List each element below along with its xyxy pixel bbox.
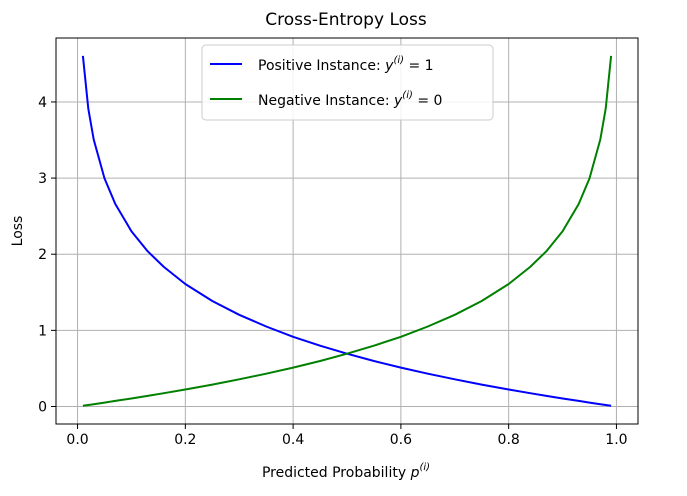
x-axis-label-text: Predicted Probability (262, 465, 406, 481)
legend-box (201, 44, 494, 121)
legend-negative-text: Negative Instance: (258, 93, 394, 109)
x-axis-label-var: p (410, 465, 420, 481)
y-tick-label: 3 (38, 171, 47, 187)
x-tick-label: 0.2 (174, 432, 196, 448)
legend-negative-var: y (393, 93, 403, 109)
legend-positive-eq: = 1 (404, 58, 434, 74)
y-tick-label: 0 (38, 399, 47, 415)
y-tick-label: 4 (38, 95, 47, 111)
legend-positive-sup: (i) (393, 55, 404, 66)
y-axis-label: Loss (10, 216, 26, 247)
x-tick-label: 1.0 (605, 432, 627, 448)
legend-positive-var: y (384, 58, 394, 74)
x-axis-label-sup: (i) (419, 462, 430, 473)
series-line-negative (82, 55, 613, 407)
legend-negative-sup: (i) (402, 90, 413, 101)
y-tick-label: 2 (38, 247, 47, 263)
legend: Positive Instance: y(i) = 1 Negative Ins… (201, 44, 494, 121)
series-layer (81, 55, 613, 407)
y-tick-label: 1 (38, 323, 47, 339)
x-tick-label: 0.4 (282, 432, 304, 448)
plot-frame (55, 37, 639, 425)
legend-label-negative: Negative Instance: y(i) = 0 (258, 90, 442, 109)
legend-negative-eq: = 0 (413, 93, 443, 109)
chart-title: Cross-Entropy Loss (265, 10, 427, 30)
x-axis-label: Predicted Probability p(i) (262, 462, 430, 481)
legend-label-positive: Positive Instance: y(i) = 1 (258, 55, 434, 74)
ticks: 0.0 0.2 0.4 0.6 0.8 1.0 0 1 2 3 4 (38, 95, 627, 448)
legend-positive-text: Positive Instance: (258, 58, 385, 74)
x-tick-label: 0.8 (498, 432, 520, 448)
x-tick-label: 0.6 (390, 432, 412, 448)
x-tick-label: 0.0 (66, 432, 88, 448)
